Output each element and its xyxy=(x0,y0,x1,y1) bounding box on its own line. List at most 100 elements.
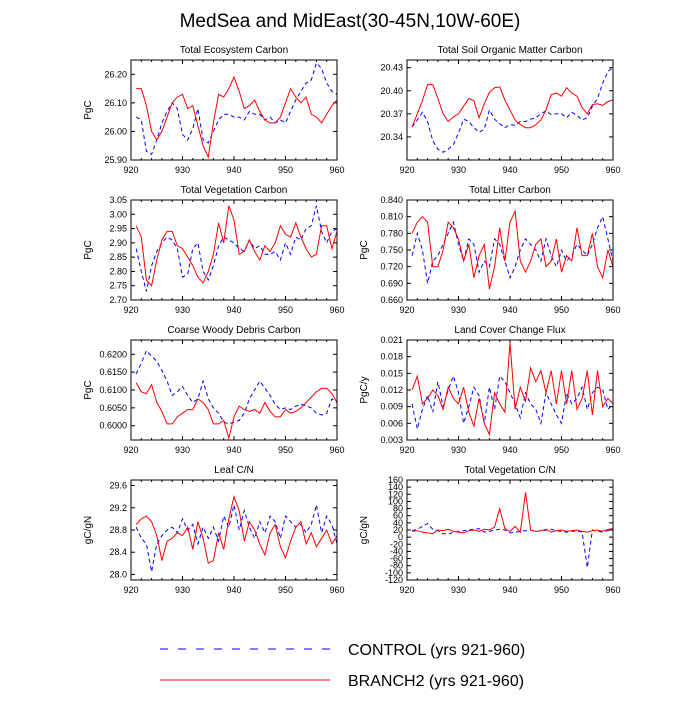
y-tick-label: 28.4 xyxy=(109,547,127,557)
y-tick-label: 20.43 xyxy=(380,63,403,73)
legend-label-branch2: BRANCH2 (yrs 921-960) xyxy=(348,673,524,690)
panels: Total Ecosystem Carbon PgC 920 930 940 950 960… xyxy=(83,45,621,595)
y-tick-label: 20 xyxy=(393,525,403,535)
y-tick-label: 2.70 xyxy=(109,295,127,305)
series-line-branch2 xyxy=(411,209,614,290)
y-tick-label: 3.00 xyxy=(109,209,127,219)
y-tick-label: 2.80 xyxy=(109,266,127,276)
x-tick-label: 920 xyxy=(399,305,414,315)
y-tick-label: 0.750 xyxy=(380,245,403,255)
y-tick-label: 0.660 xyxy=(380,295,403,305)
x-tick-label: 960 xyxy=(605,305,620,315)
x-tick-label: 960 xyxy=(329,305,344,315)
panel-ylabel: gC/gN xyxy=(359,516,370,544)
x-tick-label: 930 xyxy=(451,305,466,315)
x-tick-label: 960 xyxy=(329,165,344,175)
x-tick-label: 940 xyxy=(502,165,517,175)
plot-frame xyxy=(130,479,338,581)
x-tick-label: 950 xyxy=(278,165,293,175)
x-tick-label: 950 xyxy=(278,585,293,595)
y-tick-label: 29.2 xyxy=(109,503,127,513)
series-line-control xyxy=(135,61,338,156)
y-tick-label: -60 xyxy=(390,554,403,564)
series-line-control xyxy=(411,215,614,284)
x-tick-label: 960 xyxy=(605,585,620,595)
y-tick-label: 0.6050 xyxy=(99,403,127,413)
x-tick-label: 960 xyxy=(605,165,620,175)
y-tick-label: 100 xyxy=(388,496,403,506)
x-tick-label: 930 xyxy=(451,585,466,595)
y-tick-label: 0.018 xyxy=(380,352,403,362)
panel-title: Total Vegetation C/N xyxy=(464,465,555,476)
x-tick-label: 960 xyxy=(329,585,344,595)
y-tick-label: 80 xyxy=(393,504,403,514)
x-tick-label: 950 xyxy=(554,305,569,315)
y-tick-label: 0.006 xyxy=(380,418,403,428)
series-line-branch2 xyxy=(135,205,338,287)
series-line-control xyxy=(135,205,338,292)
y-tick-label: 2.75 xyxy=(109,281,127,291)
x-tick-label: 930 xyxy=(451,165,466,175)
panel-5: Coarse Woody Debris Carbon PgC 920 930 940 95… xyxy=(83,325,345,455)
y-tick-label: 0.810 xyxy=(380,212,403,222)
x-tick-label: 920 xyxy=(123,305,138,315)
x-tick-label: 930 xyxy=(175,165,190,175)
y-tick-label: -20 xyxy=(390,539,403,549)
panel-ylabel: PgC xyxy=(83,240,94,259)
series-line-branch2 xyxy=(412,492,614,535)
panel-title: Total Ecosystem Carbon xyxy=(180,45,288,56)
series-line-control xyxy=(135,504,338,572)
y-tick-label: -120 xyxy=(385,575,403,585)
panel-2: Total Soil Organic Matter Carbon 920 930 94… xyxy=(380,45,620,175)
y-tick-label: -80 xyxy=(390,561,403,571)
x-tick-label: 950 xyxy=(278,305,293,315)
y-tick-label: -40 xyxy=(390,546,403,556)
panel-7: Leaf C/N gC/gN 920 930 940 950 960 28.0 28.4 28.8… xyxy=(83,465,345,595)
y-tick-label: 0.840 xyxy=(380,195,403,205)
legend: CONTROL (yrs 921-960) BRANCH2 (yrs 921-9… xyxy=(160,642,525,690)
x-tick-label: 920 xyxy=(399,445,414,455)
y-tick-label: 2.85 xyxy=(109,252,127,262)
x-tick-label: 930 xyxy=(451,445,466,455)
x-tick-label: 920 xyxy=(123,165,138,175)
y-tick-label: 20.37 xyxy=(380,109,403,119)
y-tick-label: 25.90 xyxy=(104,155,127,165)
y-tick-label: 26.20 xyxy=(104,69,127,79)
panel-ylabel: PgC xyxy=(83,380,94,399)
plot-frame xyxy=(130,59,338,161)
panel-ylabel: gC/gN xyxy=(83,516,94,544)
x-tick-label: 940 xyxy=(502,445,517,455)
x-tick-label: 960 xyxy=(605,445,620,455)
x-tick-label: 930 xyxy=(175,445,190,455)
plot-frame xyxy=(130,339,338,441)
y-tick-label: 0.003 xyxy=(380,435,403,445)
y-tick-label: 29.6 xyxy=(109,481,127,491)
y-tick-label: 0.720 xyxy=(380,262,403,272)
panel-title: Total Vegetation Carbon xyxy=(181,185,288,196)
x-tick-label: 930 xyxy=(175,585,190,595)
x-tick-label: 920 xyxy=(399,165,414,175)
figure-title: MedSea and MidEast(30-45N,10W-60E) xyxy=(180,11,521,32)
panel-title: Coarse Woody Debris Carbon xyxy=(167,325,300,336)
y-tick-label: 0.009 xyxy=(380,402,403,412)
x-tick-label: 950 xyxy=(554,165,569,175)
x-tick-label: 950 xyxy=(554,445,569,455)
series-line-control xyxy=(135,349,338,425)
y-tick-label: 0.780 xyxy=(380,228,403,238)
panel-ylabel: PgC/y xyxy=(359,376,370,403)
plot-frame xyxy=(406,59,614,161)
y-tick-label: 26.00 xyxy=(104,126,127,136)
y-tick-label: 28.0 xyxy=(109,569,127,579)
x-tick-label: 960 xyxy=(329,445,344,455)
y-tick-label: 0.012 xyxy=(380,385,403,395)
y-tick-label: 20.40 xyxy=(380,86,403,96)
x-tick-label: 940 xyxy=(226,305,241,315)
panel-title: Total Litter Carbon xyxy=(469,185,551,196)
panel-8: Total Vegetation C/N gC/gN 920 930 940 950 960… xyxy=(359,465,621,595)
panel-title: Land Cover Change Flux xyxy=(454,325,565,336)
y-tick-label: 0.6000 xyxy=(99,421,127,431)
y-tick-label: 0.6100 xyxy=(99,385,127,395)
panel-ylabel: PgC xyxy=(359,240,370,259)
